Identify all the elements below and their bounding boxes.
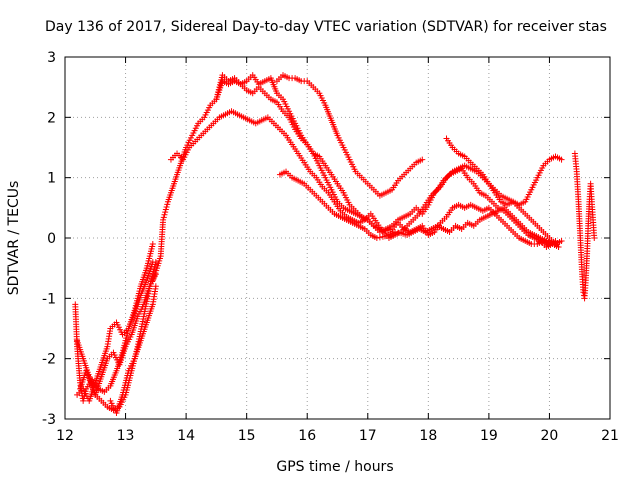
y-tick-label: -1 — [42, 291, 56, 307]
x-tick-label: 13 — [117, 428, 135, 444]
x-tick-label: 14 — [177, 428, 195, 444]
series-track-10 — [276, 168, 562, 251]
data-point-marker — [139, 318, 146, 325]
grid-lines — [65, 57, 610, 419]
data-point-marker — [373, 235, 380, 241]
x-tick-label: 20 — [541, 428, 559, 444]
data-point-marker — [591, 235, 598, 241]
series-track-4 — [77, 271, 159, 398]
y-tick-label: 2 — [47, 110, 56, 126]
x-tick-label: 17 — [359, 428, 377, 444]
y-tick-label: 0 — [47, 231, 56, 247]
x-tick-label: 18 — [419, 428, 437, 444]
x-tick-label: 19 — [480, 428, 498, 444]
series-track-11 — [443, 135, 565, 208]
x-tick-label: 16 — [298, 428, 316, 444]
data-point-marker — [419, 156, 426, 163]
x-tick-label: 21 — [601, 428, 619, 444]
y-tick-label: -2 — [42, 352, 56, 368]
series-track-12 — [571, 150, 598, 302]
y-tick-label: 1 — [47, 171, 56, 187]
y-tick-label: -3 — [42, 412, 56, 428]
data-point-marker — [149, 241, 156, 248]
x-axis-label: GPS time / hours — [276, 459, 393, 475]
data-point-marker — [139, 320, 146, 327]
data-point-marker — [149, 259, 156, 266]
data-point-marker — [160, 214, 167, 221]
data-point-marker — [376, 234, 383, 241]
data-point-marker — [395, 229, 402, 236]
data-point-marker — [392, 228, 399, 235]
x-tick-label: 15 — [238, 428, 256, 444]
series-track-9 — [273, 72, 426, 199]
data-point-marker — [138, 323, 145, 330]
data-point-marker — [163, 203, 170, 210]
data-point-marker — [160, 216, 167, 223]
data-point-marker — [141, 310, 148, 317]
data-point-marker — [558, 156, 565, 163]
plot-frame — [64, 56, 611, 420]
data-point-marker — [152, 283, 159, 290]
data-point-marker — [140, 313, 147, 320]
data-point-marker — [164, 201, 171, 208]
data-point-marker — [558, 238, 565, 245]
data-points — [72, 72, 598, 416]
data-point-marker — [162, 206, 169, 213]
series-track-3 — [74, 259, 156, 404]
chart-title: Day 136 of 2017, Sidereal Day-to-day VTE… — [45, 19, 607, 35]
y-axis-label: SDTVAR / TECUs — [6, 181, 22, 296]
y-tick-label: 3 — [47, 50, 56, 66]
x-tick-label: 12 — [56, 428, 74, 444]
data-point-marker — [162, 209, 169, 216]
data-point-marker — [161, 211, 168, 218]
data-point-marker — [140, 315, 147, 322]
series-track-5 — [107, 283, 159, 416]
data-point-marker — [555, 244, 562, 251]
